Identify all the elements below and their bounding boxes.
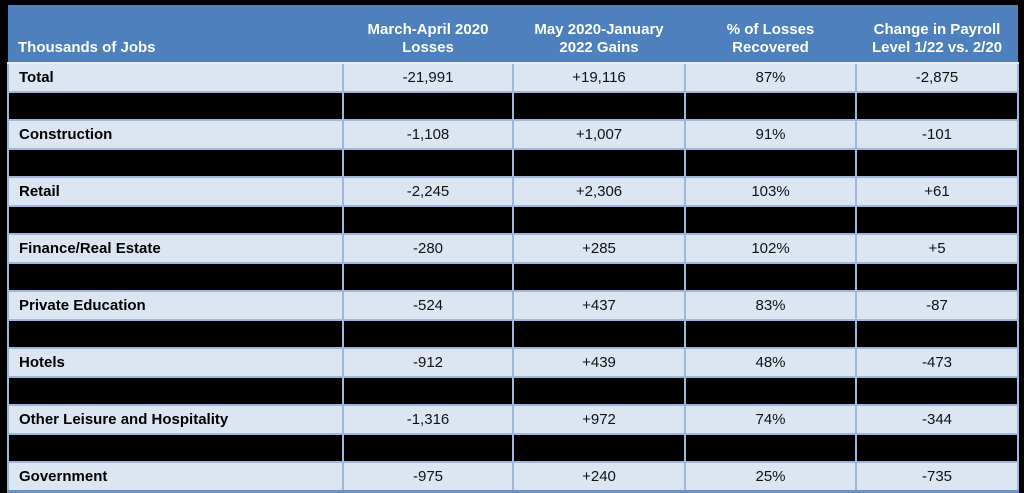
recovered-value-cell: 25% xyxy=(684,461,857,493)
redacted-cell xyxy=(855,91,1019,121)
gains-value-cell: +437 xyxy=(512,290,686,321)
column-header-change-in-payroll: Change in Payroll Level 1/22 vs. 2/20 xyxy=(856,5,1018,64)
redacted-cell xyxy=(7,262,344,292)
losses-value-cell: -1,316 xyxy=(342,404,514,435)
column-header-march-april-2020-losses: March-April 2020 Losses xyxy=(343,5,513,64)
redacted-cell xyxy=(512,433,686,463)
table-row: Finance/Real Estate -280 +285 102% +5 xyxy=(7,233,1019,264)
redacted-cell xyxy=(855,319,1019,349)
redacted-cell xyxy=(855,433,1019,463)
redacted-cell xyxy=(855,205,1019,235)
redacted-cell xyxy=(684,376,857,406)
redacted-cell xyxy=(512,91,686,121)
column-header-thousands-of-jobs: Thousands of Jobs xyxy=(8,5,343,64)
sector-cell: Retail xyxy=(7,176,344,207)
column-header-pct-losses-recovered: % of Losses Recovered xyxy=(685,5,856,64)
table-row: Hotels -912 +439 48% -473 xyxy=(7,347,1019,378)
redacted-cell xyxy=(684,205,857,235)
redacted-row xyxy=(7,376,1019,406)
sector-cell: Other Leisure and Hospitality xyxy=(7,404,344,435)
gains-value-cell: +439 xyxy=(512,347,686,378)
recovered-value-cell: 83% xyxy=(684,290,857,321)
sector-cell: Finance/Real Estate xyxy=(7,233,344,264)
redacted-cell xyxy=(7,91,344,121)
sector-cell: Hotels xyxy=(7,347,344,378)
gains-value-cell: +285 xyxy=(512,233,686,264)
redacted-cell xyxy=(855,148,1019,178)
redacted-cell xyxy=(7,319,344,349)
change-value-cell: -473 xyxy=(855,347,1019,378)
table-row: Retail -2,245 +2,306 103% +61 xyxy=(7,176,1019,207)
recovered-value-cell: 87% xyxy=(684,62,857,93)
gains-value-cell: +1,007 xyxy=(512,119,686,150)
change-value-cell: -2,875 xyxy=(855,62,1019,93)
redacted-cell xyxy=(855,262,1019,292)
change-value-cell: -344 xyxy=(855,404,1019,435)
redacted-cell xyxy=(7,205,344,235)
recovered-value-cell: 103% xyxy=(684,176,857,207)
redacted-cell xyxy=(684,148,857,178)
redacted-cell xyxy=(342,148,514,178)
sector-cell: Construction xyxy=(7,119,344,150)
redacted-cell xyxy=(342,376,514,406)
jobs-table-wrapper: Thousands of Jobs March-April 2020 Losse… xyxy=(7,5,1019,493)
change-value-cell: +5 xyxy=(855,233,1019,264)
change-value-cell: -735 xyxy=(855,461,1019,493)
losses-value-cell: -2,245 xyxy=(342,176,514,207)
redacted-cell xyxy=(684,262,857,292)
redacted-row xyxy=(7,205,1019,235)
redacted-cell xyxy=(512,205,686,235)
redacted-row xyxy=(7,319,1019,349)
redacted-cell xyxy=(342,91,514,121)
losses-value-cell: -21,991 xyxy=(342,62,514,93)
redacted-cell xyxy=(342,433,514,463)
redacted-cell xyxy=(512,262,686,292)
sector-cell: Private Education xyxy=(7,290,344,321)
redacted-cell xyxy=(684,319,857,349)
redacted-cell xyxy=(342,319,514,349)
redacted-cell xyxy=(512,376,686,406)
losses-value-cell: -524 xyxy=(342,290,514,321)
redacted-cell xyxy=(512,319,686,349)
losses-value-cell: -280 xyxy=(342,233,514,264)
sector-cell: Total xyxy=(7,62,344,93)
jobs-recovery-table: Thousands of Jobs March-April 2020 Losse… xyxy=(7,5,1019,493)
redacted-cell xyxy=(7,376,344,406)
recovered-value-cell: 102% xyxy=(684,233,857,264)
gains-value-cell: +972 xyxy=(512,404,686,435)
change-value-cell: -87 xyxy=(855,290,1019,321)
redacted-cell xyxy=(684,91,857,121)
table-row: Other Leisure and Hospitality -1,316 +972 7… xyxy=(7,404,1019,435)
redacted-cell xyxy=(855,376,1019,406)
change-value-cell: +61 xyxy=(855,176,1019,207)
redacted-row xyxy=(7,91,1019,121)
gains-value-cell: +240 xyxy=(512,461,686,493)
column-header-may-2020-january-2022-gains: May 2020-January 2022 Gains xyxy=(513,5,685,64)
change-value-cell: -101 xyxy=(855,119,1019,150)
redacted-cell xyxy=(512,148,686,178)
redacted-cell xyxy=(684,433,857,463)
losses-value-cell: -912 xyxy=(342,347,514,378)
table-row: Government -975 +240 25% -735 xyxy=(7,461,1019,493)
redacted-cell xyxy=(342,262,514,292)
losses-value-cell: -975 xyxy=(342,461,514,493)
redacted-cell xyxy=(342,205,514,235)
table-row: Private Education -524 +437 83% -87 xyxy=(7,290,1019,321)
recovered-value-cell: 48% xyxy=(684,347,857,378)
recovered-value-cell: 74% xyxy=(684,404,857,435)
header-row: Thousands of Jobs March-April 2020 Losse… xyxy=(8,5,1018,64)
redacted-cell xyxy=(7,148,344,178)
recovered-value-cell: 91% xyxy=(684,119,857,150)
sector-cell: Government xyxy=(7,461,344,493)
table-row: Construction -1,108 +1,007 91% -101 xyxy=(7,119,1019,150)
table-row: Total -21,991 +19,116 87% -2,875 xyxy=(7,62,1019,93)
redacted-row xyxy=(7,433,1019,463)
gains-value-cell: +19,116 xyxy=(512,62,686,93)
redacted-row xyxy=(7,148,1019,178)
losses-value-cell: -1,108 xyxy=(342,119,514,150)
redacted-row xyxy=(7,262,1019,292)
redacted-cell xyxy=(7,433,344,463)
gains-value-cell: +2,306 xyxy=(512,176,686,207)
